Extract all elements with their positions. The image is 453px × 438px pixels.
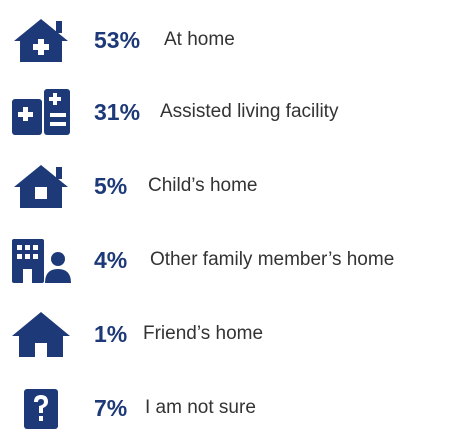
item: 5% Child’s home bbox=[0, 156, 453, 216]
percent: 53% bbox=[94, 26, 141, 53]
percent: 5% bbox=[94, 172, 128, 199]
family-home-icon bbox=[12, 239, 71, 283]
percent: 7% bbox=[94, 394, 128, 421]
label: Other family member’s home bbox=[150, 249, 395, 270]
percent: 4% bbox=[94, 246, 128, 273]
question-icon bbox=[24, 389, 58, 429]
percent: 1% bbox=[94, 320, 128, 347]
item: 4% Other family member’s home bbox=[0, 230, 453, 290]
home-plus-icon bbox=[14, 19, 68, 62]
label: I am not sure bbox=[145, 397, 256, 418]
item: 53% At home bbox=[0, 10, 453, 70]
label: Child’s home bbox=[148, 175, 258, 196]
item: 7% I am not sure bbox=[0, 378, 453, 438]
facility-icon bbox=[12, 89, 70, 135]
label: Friend’s home bbox=[143, 323, 264, 344]
label: Assisted living facility bbox=[160, 101, 339, 122]
item: 31% Assisted living facility bbox=[0, 82, 453, 142]
item: 1% Friend’s home bbox=[0, 304, 453, 364]
friend-home-icon bbox=[12, 312, 70, 357]
child-home-icon bbox=[14, 165, 68, 208]
label: At home bbox=[164, 29, 235, 50]
percent: 31% bbox=[94, 98, 141, 125]
